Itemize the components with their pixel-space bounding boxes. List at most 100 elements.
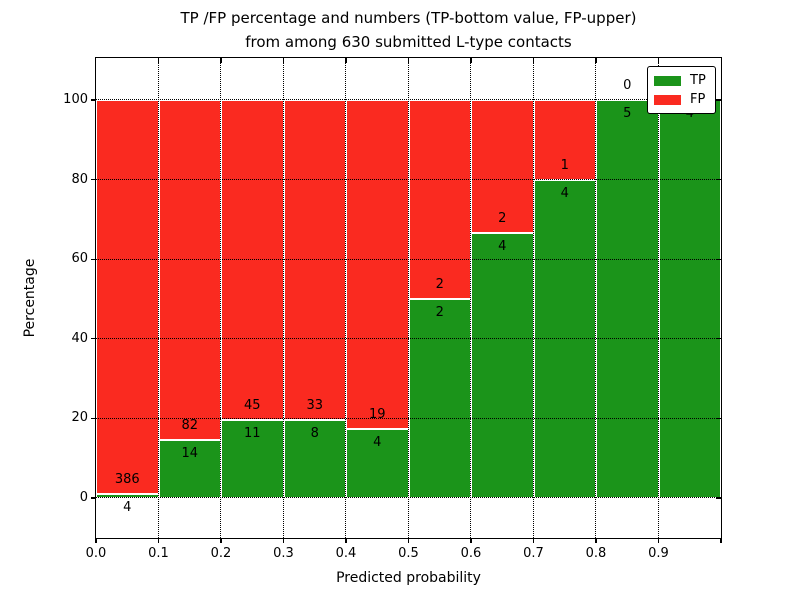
x-axis-top-tick [157, 58, 160, 63]
vertical-gridline [407, 58, 409, 538]
x-axis-tick [532, 538, 535, 543]
y-tick-label: 60 [71, 251, 88, 267]
x-axis-tick [220, 538, 222, 543]
fp-count-label: 0 [623, 78, 632, 93]
x-axis-top-tick [282, 58, 285, 63]
x-tick-label: 0.8 [585, 546, 607, 561]
bar-segment-tp [471, 232, 534, 498]
x-axis-top-tick [220, 58, 222, 63]
y-tick-label: 40 [71, 330, 88, 346]
vertical-gridline [657, 58, 659, 538]
tp-count-label: 4 [123, 499, 132, 515]
x-axis-top-tick [470, 58, 472, 63]
x-axis-label: Predicted probability [336, 570, 481, 586]
x-tick-label: 0.3 [273, 546, 294, 561]
tp-color-swatch [654, 75, 681, 86]
x-axis-top-tick [407, 58, 410, 63]
tp-count-label: 4 [560, 185, 569, 201]
x-axis-tick [95, 538, 97, 543]
y-axis-label: Percentage [22, 258, 38, 338]
tp-count-label: 2 [435, 305, 444, 320]
legend-item-tp: TP [654, 73, 715, 88]
x-tick-label: 0.5 [398, 546, 419, 561]
x-axis-tick [407, 538, 410, 543]
tp-count-label: 8 [310, 426, 319, 442]
y-axis-tick [91, 417, 96, 420]
tp-count-label: 4 [498, 238, 507, 254]
y-axis-tick [91, 99, 96, 101]
y-axis-tick [91, 338, 96, 340]
vertical-gridline [595, 58, 597, 538]
x-axis-tick [595, 538, 597, 543]
bar-segment-fp [408, 100, 471, 299]
x-axis-top-tick [345, 58, 347, 63]
bar-segment-fp [533, 100, 596, 180]
fp-count-label: 45 [243, 397, 261, 413]
x-axis-tick [720, 538, 722, 543]
y-tick-label: 100 [63, 92, 88, 107]
vertical-gridline [345, 58, 347, 538]
x-axis-tick [470, 538, 472, 543]
fp-count-label: 1 [560, 157, 569, 173]
x-tick-label: 0.1 [148, 546, 169, 561]
tp-count-label: 5 [623, 106, 632, 121]
x-tick-label: 0.7 [523, 546, 544, 561]
y-axis-right-tick [716, 417, 721, 420]
fp-count-label: 82 [181, 417, 199, 433]
fp-count-label: 2 [435, 277, 444, 292]
bar-segment-fp [158, 100, 221, 440]
bar-segment-fp [221, 100, 284, 420]
bar-segment-tp [658, 100, 721, 498]
y-axis-right-tick [716, 178, 721, 181]
x-tick-label: 0.9 [648, 546, 669, 561]
x-axis-tick [157, 538, 160, 543]
y-axis-right-tick [716, 338, 721, 340]
vertical-gridline [282, 58, 284, 538]
vertical-gridline [470, 58, 472, 538]
vertical-gridline [220, 58, 222, 538]
chart-title-line2: from among 630 submitted L-type contacts [245, 33, 572, 51]
y-axis-tick [91, 178, 96, 181]
plot-area: 3864821445113381942224140504 [96, 58, 721, 538]
y-axis-tick [91, 497, 96, 499]
y-tick-label: 80 [71, 171, 88, 187]
bar-segment-tp [408, 299, 471, 498]
x-axis-top-tick [657, 58, 660, 63]
tp-count-label: 11 [243, 425, 261, 441]
x-axis-tick [282, 538, 285, 543]
bar-segment-tp [221, 419, 284, 498]
tp-count-label: 14 [181, 445, 199, 461]
x-tick-label: 0.2 [210, 546, 232, 561]
vertical-gridline [157, 58, 159, 538]
y-tick-label: 20 [71, 410, 88, 426]
y-axis-right-tick [716, 497, 721, 499]
tp-count-label: 4 [373, 434, 382, 450]
bar-segment-fp [96, 100, 159, 494]
fp-count-label: 386 [114, 471, 140, 487]
legend-label-tp: TP [690, 73, 706, 88]
x-tick-label: 0.6 [460, 546, 482, 561]
x-axis-top-tick [595, 58, 597, 63]
fp-color-swatch [654, 94, 681, 105]
fp-count-label: 33 [306, 398, 324, 414]
bar-segment-fp [346, 100, 409, 429]
x-axis-tick [345, 538, 347, 543]
bar-segment-tp [596, 100, 659, 498]
x-tick-label: 0.4 [335, 546, 357, 561]
y-axis-right-tick [716, 258, 721, 260]
x-axis-top-tick [532, 58, 535, 63]
vertical-gridline [532, 58, 534, 538]
bar-segment-fp [471, 100, 534, 233]
chart-title-line1: TP /FP percentage and numbers (TP-bottom… [180, 9, 637, 27]
legend-label-fp: FP [690, 92, 706, 107]
x-tick-label: 0.0 [85, 546, 107, 561]
fp-count-label: 2 [498, 210, 507, 226]
legend-item-fp: FP [654, 92, 715, 107]
bar-segment-fp [283, 100, 346, 421]
y-axis-right-tick [716, 99, 721, 101]
legend: TP FP [647, 66, 716, 114]
y-tick-label: 0 [79, 490, 88, 505]
fp-count-label: 19 [368, 406, 386, 422]
x-axis-tick [657, 538, 660, 543]
